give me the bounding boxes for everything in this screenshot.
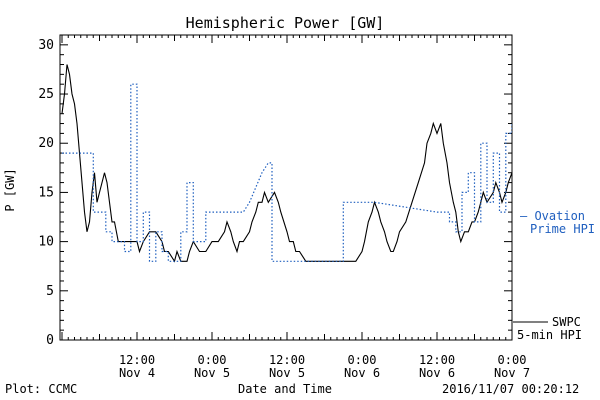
x-tick-label-date: Nov 5 xyxy=(194,366,230,380)
x-tick-label-time: 12:00 xyxy=(119,353,155,367)
x-tick-label-time: 0:00 xyxy=(348,353,377,367)
legend-swpc-line2: 5-min HPI xyxy=(517,328,582,342)
x-tick-label-time: 12:00 xyxy=(269,353,305,367)
legend-swpc-line1: SWPC xyxy=(552,315,581,329)
x-tick-label-date: Nov 7 xyxy=(494,366,530,380)
series-swpc-line xyxy=(61,64,512,263)
x-tick-label-time: 0:00 xyxy=(198,353,227,367)
legend-ovation-line2: Prime HPI xyxy=(530,222,595,236)
y-axis-ticks: 0 5 10 15 20 25 30 xyxy=(38,38,512,348)
plot-credit: Plot: CCMC xyxy=(5,382,78,396)
chart-title: Hemispheric Power [GW] xyxy=(186,14,385,32)
x-tick-label-date: Nov 5 xyxy=(269,366,305,380)
y-tick-label: 15 xyxy=(38,185,54,200)
y-tick-label: 20 xyxy=(38,136,54,151)
y-axis-label: P [GW] xyxy=(3,168,17,211)
x-tick-label-date: Nov 4 xyxy=(119,366,155,380)
x-tick-label-time: 12:00 xyxy=(419,353,455,367)
y-tick-label: 30 xyxy=(38,38,54,53)
plot-frame xyxy=(59,34,513,341)
y-tick-label: 10 xyxy=(38,235,54,250)
legend-ovation-line1: — Ovation xyxy=(520,209,585,223)
x-tick-label-date: Nov 6 xyxy=(419,366,455,380)
series-ovation-line xyxy=(62,83,512,262)
x-axis-label: Date and Time xyxy=(238,382,332,396)
x-tick-label-date: Nov 6 xyxy=(344,366,380,380)
x-tick-label-time: 0:00 xyxy=(498,353,527,367)
y-tick-label: 0 xyxy=(46,333,54,348)
y-tick-label: 5 xyxy=(46,284,54,299)
series-layer xyxy=(61,64,512,263)
y-tick-label: 25 xyxy=(38,87,54,102)
timestamp: 2016/11/07 00:20:12 xyxy=(442,382,580,396)
